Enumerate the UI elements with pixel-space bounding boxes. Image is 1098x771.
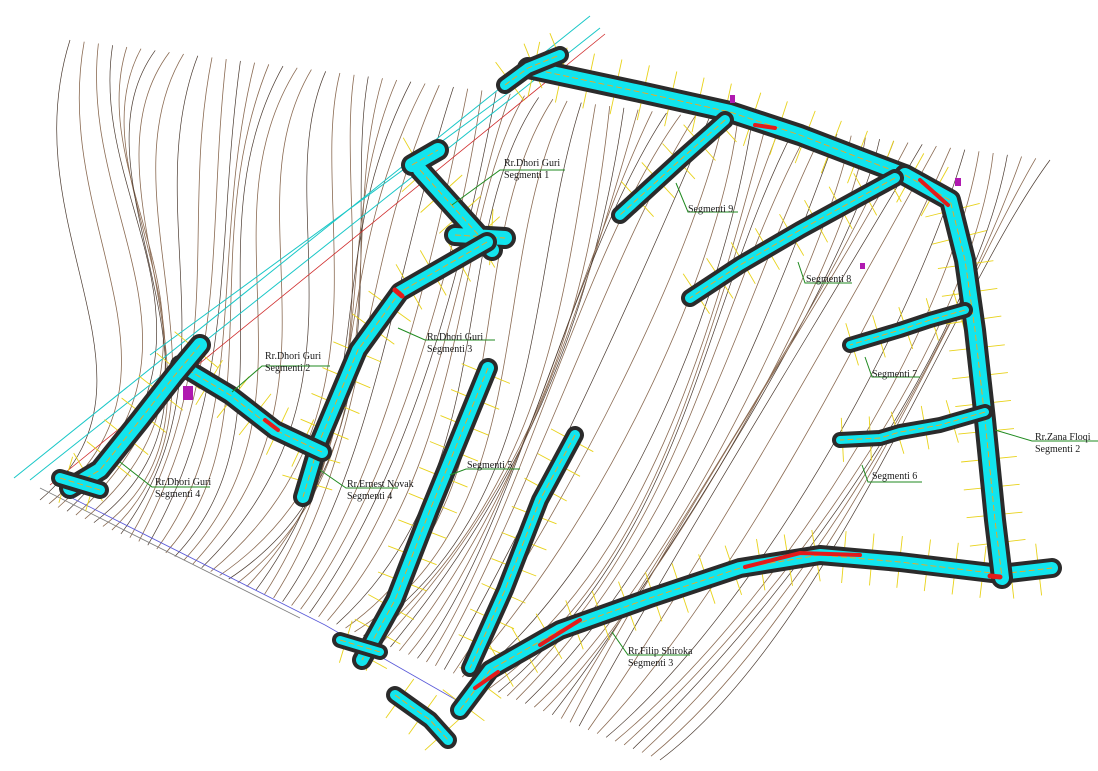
road-dhori-guri-segment-2 bbox=[180, 365, 322, 452]
label-segment-6: Segmenti 6 bbox=[872, 471, 917, 482]
segment-name: Segmenti 7 bbox=[872, 369, 917, 380]
label-segment-7: Segmenti 7 bbox=[872, 369, 917, 380]
segment-name: Segmenti 3 bbox=[427, 344, 472, 355]
contour-line bbox=[49, 42, 122, 504]
label-filip-shiroka-segment-3: Rr.Filip Shiroka Segmenti 3 bbox=[628, 646, 693, 669]
label-dhori-guri-segment-4: Rr.Dhori Guri Segmenti 4 bbox=[155, 477, 211, 500]
road-carriageway bbox=[180, 365, 322, 452]
segment-name: Segmenti 2 bbox=[265, 363, 310, 374]
road-dhori-guri-segment-4 bbox=[70, 345, 200, 488]
label-dhori-guri-segment-2: Rr.Dhori Guri Segmenti 2 bbox=[265, 351, 321, 374]
label-segment-8: Segmenti 8 bbox=[806, 274, 851, 285]
street-name: Rr.Dhori Guri bbox=[155, 477, 211, 488]
road-filip-shiroka-segment-3 bbox=[460, 555, 1052, 710]
segment-name: Segmenti 9 bbox=[688, 204, 733, 215]
contour-line bbox=[265, 84, 426, 595]
label-segment-5: Segmenti 5 bbox=[467, 460, 512, 471]
road-carriageway bbox=[690, 178, 895, 298]
street-name: Rr.Zana Floqi bbox=[1035, 432, 1091, 443]
contour-line bbox=[507, 130, 808, 696]
segment-name: Segmenti 8 bbox=[806, 274, 851, 285]
contour-line bbox=[139, 59, 226, 541]
contour-line bbox=[40, 40, 97, 500]
segment-name: Segmenti 2 bbox=[1035, 444, 1080, 455]
street-name: Rr.Dhori Guri bbox=[427, 332, 483, 343]
label-dhori-guri-segment-3: Rr.Dhori Guri Segmenti 3 bbox=[427, 332, 483, 355]
road-south-entry bbox=[395, 695, 448, 740]
segment-name: Segmenti 5 bbox=[467, 460, 512, 471]
segment-name: Segmenti 1 bbox=[504, 170, 549, 181]
street-name: Rr.Ernest Novak bbox=[347, 479, 414, 490]
segment-name: Segmenti 4 bbox=[155, 489, 200, 500]
street-name: Rr.Dhori Guri bbox=[504, 158, 560, 169]
street-name: Rr.Filip Shiroka bbox=[628, 646, 693, 657]
segment-name: Segmenti 4 bbox=[347, 491, 392, 502]
segment-name: Segmenti 3 bbox=[628, 658, 673, 669]
label-segment-9: Segmenti 9 bbox=[688, 204, 733, 215]
contour-line bbox=[516, 132, 823, 700]
road-segment-8 bbox=[690, 178, 895, 298]
contour-line bbox=[193, 70, 312, 564]
road-segment-9 bbox=[620, 120, 725, 215]
street-name: Rr.Dhori Guri bbox=[265, 351, 321, 362]
label-zana-floqi-segment-2: Rr.Zana Floqi Segmenti 2 bbox=[1035, 432, 1091, 455]
road-dhori-guri-west-spur bbox=[60, 478, 100, 490]
label-ernest-novak-segment-4: Rr.Ernest Novak Segmenti 4 bbox=[347, 479, 414, 502]
road-carriageway bbox=[395, 695, 448, 740]
segment-name: Segmenti 6 bbox=[872, 471, 917, 482]
road-segment-6 bbox=[840, 412, 985, 440]
contour-line bbox=[561, 141, 894, 719]
